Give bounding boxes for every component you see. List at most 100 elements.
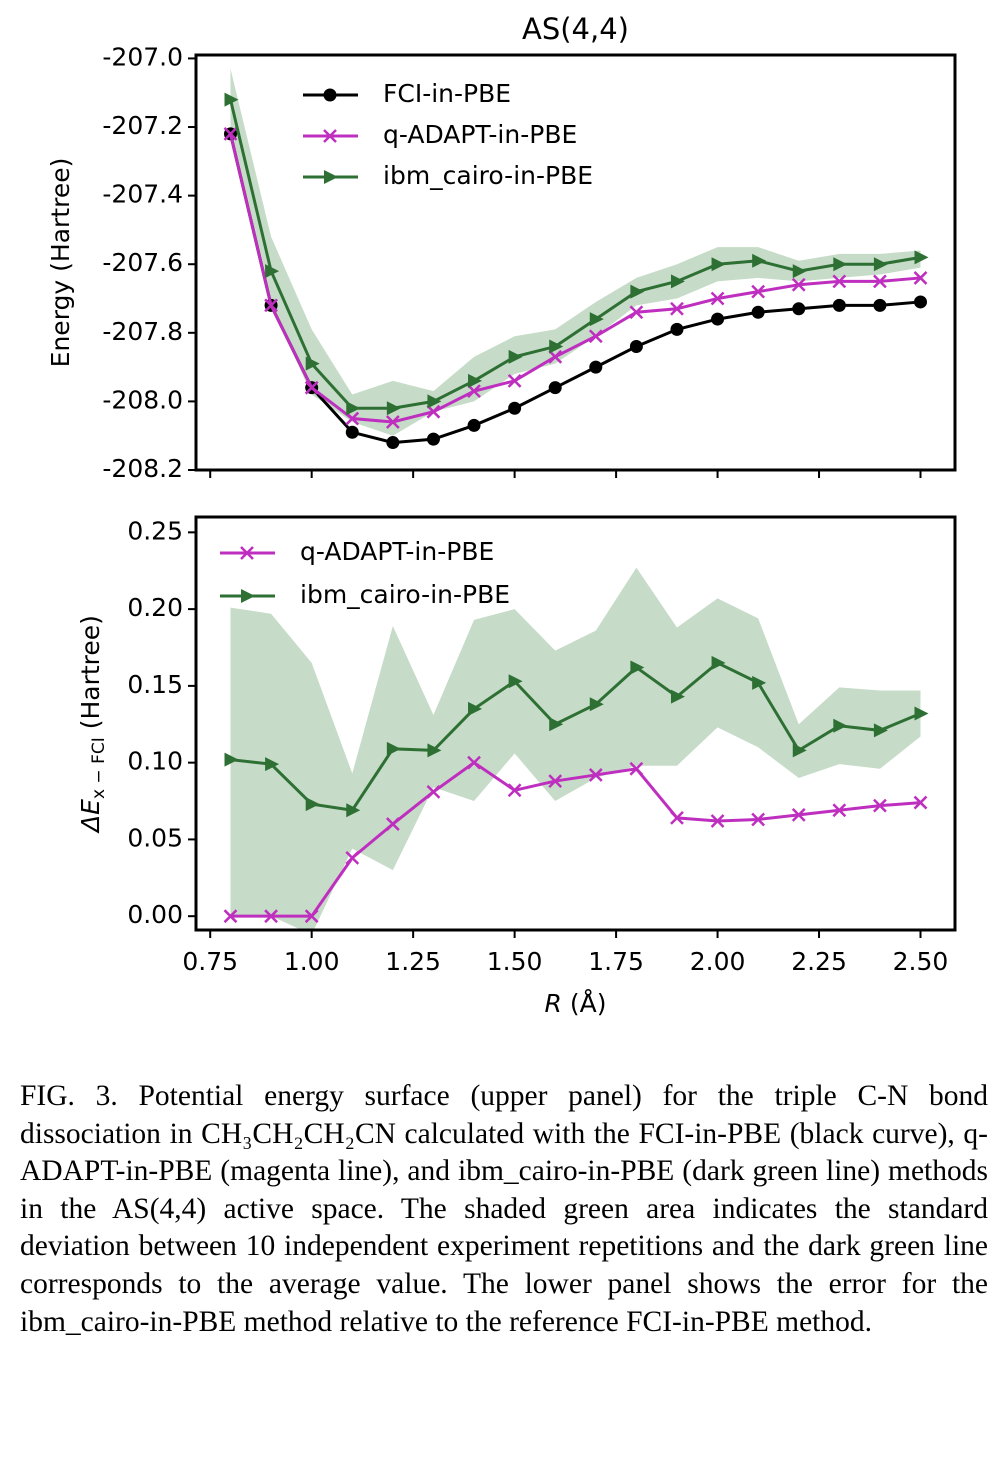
y-label-main: ΔE — [76, 799, 105, 834]
x-tick-label: 2.00 — [690, 947, 746, 976]
marker — [791, 807, 806, 822]
marker — [467, 384, 481, 398]
y-tick-label: -207.8 — [102, 317, 183, 346]
marker — [752, 675, 767, 690]
marker — [385, 415, 400, 429]
y-axis-label: Energy (Hartree) — [46, 158, 75, 368]
marker — [427, 394, 442, 409]
marker — [467, 755, 481, 770]
marker — [629, 761, 644, 776]
marker — [670, 689, 685, 704]
marker — [386, 436, 400, 450]
marker — [589, 697, 604, 712]
marker — [711, 257, 726, 272]
caption-text: Potential energy surface (upper panel) f… — [20, 1080, 988, 1338]
marker — [630, 660, 645, 675]
y-tick-label: 0.10 — [127, 747, 183, 776]
y-tick-label: -207.0 — [102, 42, 183, 71]
marker — [345, 850, 360, 865]
marker — [346, 401, 361, 416]
plot-area — [223, 68, 929, 450]
y-tick-label: 0.05 — [127, 823, 183, 852]
marker — [467, 418, 481, 432]
marker — [873, 798, 887, 813]
marker — [468, 701, 483, 716]
marker — [304, 380, 319, 395]
marker — [426, 432, 440, 446]
marker — [224, 92, 239, 107]
legend-marker — [241, 589, 255, 603]
marker — [792, 264, 807, 279]
marker — [670, 274, 685, 289]
marker — [913, 795, 928, 810]
y-tick-label: -207.2 — [102, 111, 183, 140]
marker — [710, 814, 725, 828]
series-line — [230, 760, 921, 918]
x-tick-label: 0.75 — [182, 947, 238, 976]
axes-frame — [194, 53, 957, 472]
marker — [711, 655, 726, 670]
marker — [588, 768, 603, 782]
axes-frame — [194, 515, 957, 932]
y-label-sub: x − FCI — [89, 737, 109, 799]
x-label-unit: (Å) — [570, 989, 607, 1018]
marker — [752, 253, 767, 268]
marker — [223, 127, 238, 141]
marker — [549, 717, 564, 732]
marker — [589, 312, 604, 327]
marker — [630, 284, 645, 299]
marker — [833, 718, 848, 733]
marker — [832, 274, 847, 289]
marker — [873, 257, 888, 272]
marker — [386, 401, 401, 416]
marker — [304, 909, 319, 924]
marker — [751, 284, 766, 299]
x-axis-label: R (Å) — [545, 989, 607, 1018]
plot-area — [223, 567, 929, 930]
marker — [873, 274, 887, 289]
marker — [264, 909, 278, 924]
marker — [629, 340, 643, 354]
marker — [629, 305, 644, 320]
marker — [914, 706, 929, 721]
marker — [832, 803, 847, 818]
figure: -207.0 -207.2 -207.4 -207.6 -207.8 -208.0 -208… — [46, 12, 957, 1018]
marker — [224, 752, 239, 767]
legend-label: ibm_cairo-in-PBE — [300, 580, 510, 609]
marker — [264, 298, 278, 313]
marker — [345, 411, 360, 426]
series-line — [229, 133, 921, 445]
x-tick-label: 1.00 — [284, 947, 340, 976]
marker — [548, 774, 563, 788]
caption: FIG. 3. Potential energy surface (upper … — [20, 1078, 988, 1341]
marker — [508, 349, 523, 364]
marker — [223, 909, 238, 924]
marker — [751, 305, 765, 319]
marker — [913, 271, 928, 285]
marker — [346, 803, 361, 818]
y-tick-label: 0.00 — [127, 900, 183, 929]
marker — [508, 674, 523, 689]
marker — [751, 812, 766, 827]
y-label-unit: (Hartree) — [76, 615, 105, 729]
legend-label: q-ADAPT-in-PBE — [383, 120, 577, 149]
y-axis-label: ΔEx − FCI (Hartree) — [76, 615, 109, 834]
marker — [670, 811, 684, 825]
marker — [345, 425, 359, 439]
marker — [670, 322, 684, 336]
marker — [873, 298, 887, 312]
marker — [507, 783, 522, 798]
marker — [507, 373, 522, 388]
marker — [711, 312, 725, 326]
marker — [305, 356, 320, 371]
marker — [589, 360, 603, 374]
series-line — [229, 99, 921, 410]
marker — [914, 250, 929, 265]
marker — [508, 401, 522, 415]
legend-label: q-ADAPT-in-PBE — [300, 537, 494, 566]
marker — [549, 339, 564, 354]
marker — [710, 291, 725, 306]
marker — [386, 741, 401, 756]
legend-marker — [323, 129, 337, 143]
